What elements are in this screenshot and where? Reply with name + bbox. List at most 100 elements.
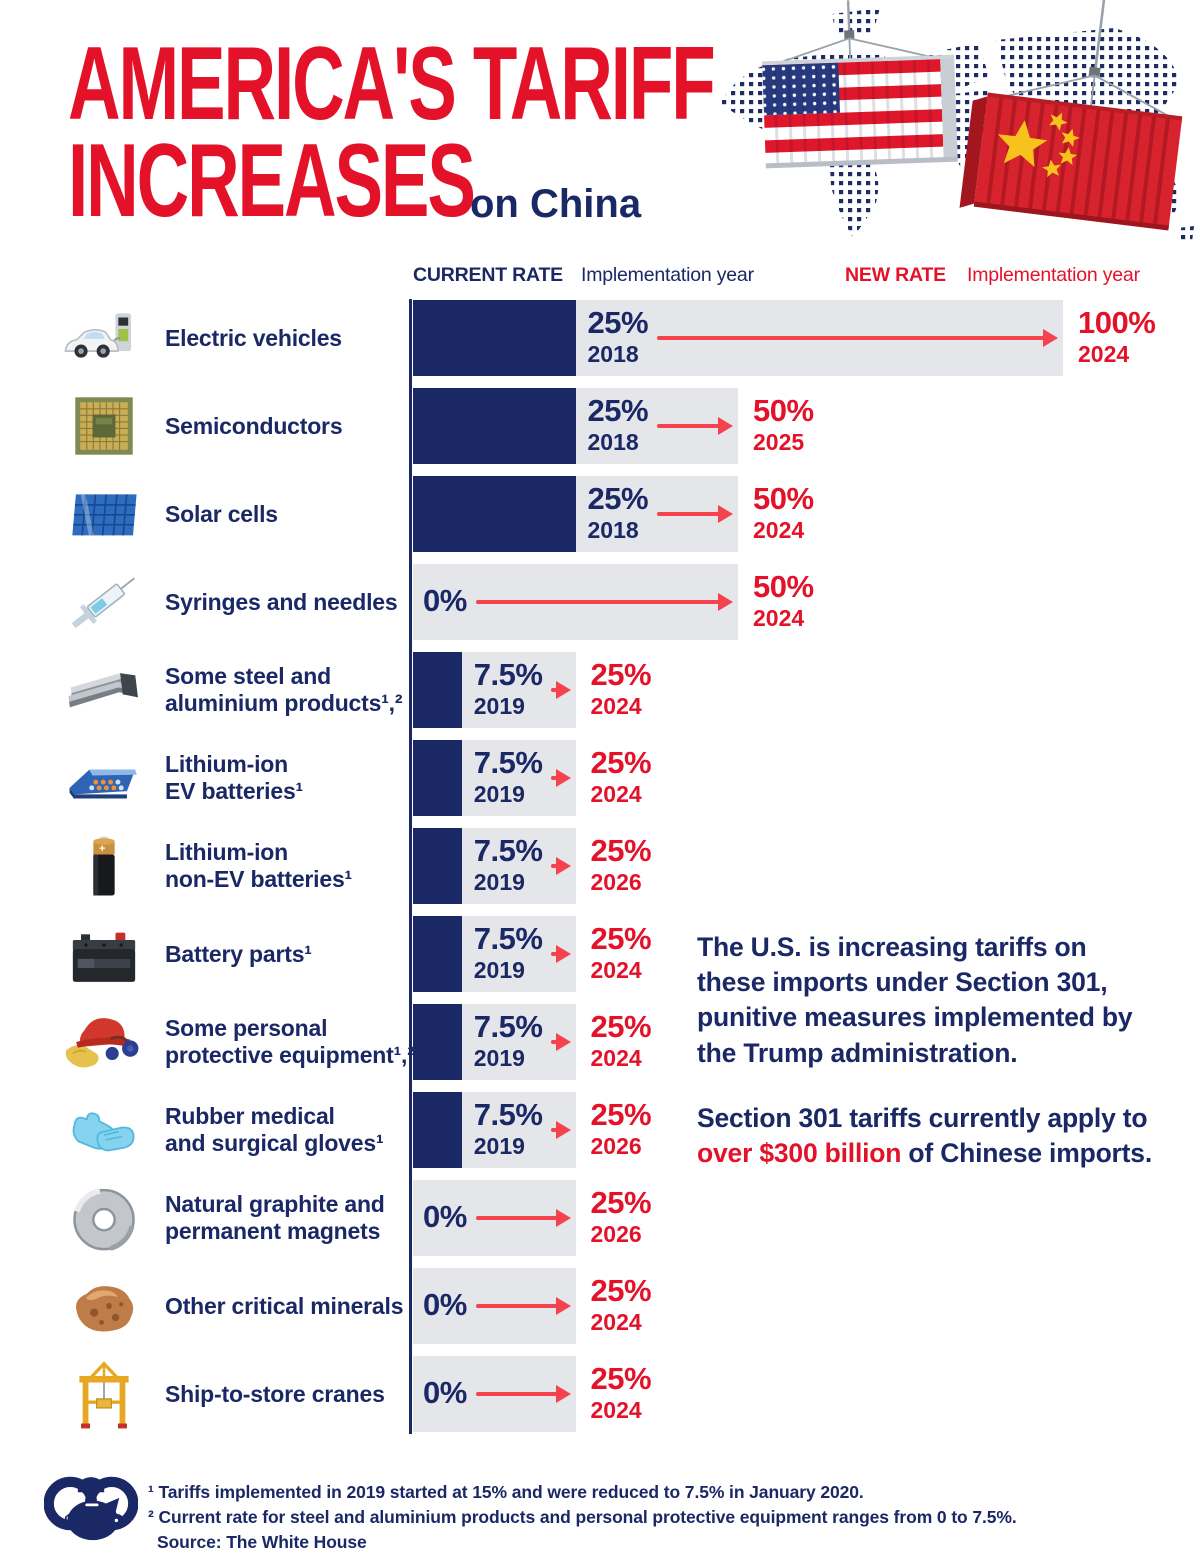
new-rate-percent: 25% [590, 1097, 652, 1132]
current-rate-value: 7.5% 2019 [473, 833, 543, 895]
current-rate-value: 7.5% 2019 [473, 745, 543, 807]
current-rate-value: 0% [423, 1200, 467, 1234]
current-rate-percent: 7.5% [473, 745, 543, 780]
ppe-hardhat-icon [56, 1000, 152, 1084]
product-label: Semiconductors [165, 412, 343, 439]
current-rate-percent: 7.5% [473, 1097, 543, 1132]
new-rate-percent: 25% [590, 1009, 652, 1044]
new-rate-value: 50% 2025 [753, 394, 814, 455]
footnote-1: ¹ Tariffs implemented in 2019 started at… [148, 1482, 864, 1502]
current-rate-value: 25% 2018 [587, 305, 649, 367]
product-label: Solar cells [165, 500, 278, 527]
note-paragraph-2: Section 301 tariffs currently apply to o… [697, 1101, 1155, 1171]
title-line-2: INCREASES [68, 122, 476, 239]
new-rate-value: 50% 2024 [753, 482, 814, 543]
new-rate-year: 2026 [590, 1132, 642, 1159]
product-label: Rubber medical and surgical gloves¹ [165, 1103, 384, 1156]
footnotes: ¹ Tariffs implemented in 2019 started at… [148, 1480, 1158, 1556]
note-1-text: The U.S. is increasing tariffs on these … [697, 932, 1087, 998]
current-rate-year: 2019 [473, 1132, 525, 1159]
new-rate-percent: 25% [590, 1361, 652, 1396]
current-rate-percent: 7.5% [473, 1009, 543, 1044]
new-rate-percent: 25% [590, 833, 652, 868]
cylindrical-battery-icon: + [56, 824, 152, 908]
current-rate-value: 7.5% 2019 [473, 1009, 543, 1071]
new-rate-year: 2024 [590, 692, 642, 719]
new-rate-value: 25% 2026 [590, 833, 652, 895]
product-label: Some personal protective equipment¹,² [165, 1015, 415, 1068]
current-rate-bar [413, 388, 576, 464]
tariff-row: Natural graphite and permanent magnets 0%… [0, 1180, 1200, 1256]
product-label: Lithium-ion EV batteries¹ [165, 751, 304, 804]
page-title: AMERICA'S TARIFF INCREASES [68, 32, 990, 239]
current-rate-year: 2019 [473, 868, 525, 895]
tariff-row: Electric vehicles 25% 2018 100% 2024 [0, 300, 1200, 376]
ring-magnet-icon [56, 1176, 152, 1260]
current-rate-percent: 7.5% [473, 833, 543, 868]
ev-battery-pack-icon [56, 736, 152, 820]
tariff-row: Semiconductors 25% 2018 50% 2025 [0, 388, 1200, 464]
tariff-row: Ship-to-store cranes 0% 25% 2024 [0, 1356, 1200, 1432]
solar-panel-icon [56, 472, 152, 556]
current-rate-percent: 0% [423, 1375, 467, 1410]
new-rate-value: 50% 2024 [753, 570, 814, 631]
increase-arrow-icon [551, 945, 571, 963]
product-label: Other critical minerals [165, 1292, 404, 1319]
product-label: Electric vehicles [165, 324, 342, 351]
current-rate-percent: 25% [587, 305, 649, 340]
increase-arrow-icon [475, 1209, 571, 1227]
current-rate-year: 2019 [473, 956, 525, 983]
new-rate-percent: 25% [590, 1185, 652, 1220]
current-rate-percent: 7.5% [473, 921, 543, 956]
electric-vehicle-icon [56, 296, 152, 380]
current-rate-year: 2018 [587, 340, 639, 367]
new-rate-percent: 25% [590, 745, 652, 780]
current-rate-bar [413, 740, 462, 816]
new-rate-year: 2024 [590, 956, 642, 983]
increase-arrow-icon [551, 857, 571, 875]
current-rate-year: 2018 [587, 516, 639, 543]
new-rate-value: 25% 2024 [590, 1361, 652, 1423]
new-rate-year: 2024 [1078, 340, 1130, 367]
tariff-row: Battery parts¹ 7.5% 2019 25% 2024 [0, 916, 1200, 992]
current-rate-value: 0% [423, 1287, 467, 1322]
product-label: Syringes and needles [165, 588, 398, 615]
increase-arrow-icon [551, 769, 571, 787]
new-rate-year: 2026 [590, 868, 642, 895]
note-paragraph-1: The U.S. is increasing tariffs on these … [697, 930, 1155, 1071]
svg-text:+: + [99, 843, 105, 855]
new-rate-year: 2026 [590, 1220, 642, 1247]
section-301-note: The U.S. is increasing tariffs on these … [697, 930, 1155, 1201]
new-rate-year: 2024 [590, 1044, 642, 1071]
svg-text:¢: ¢ [65, 1511, 72, 1525]
tariff-row: Rubber medical and surgical gloves¹ 7.5% … [0, 1092, 1200, 1168]
current-rate-header: CURRENT RATE [413, 264, 563, 286]
increase-arrow-icon [475, 1385, 571, 1403]
car-battery-icon [56, 912, 152, 996]
rubber-gloves-icon [56, 1088, 152, 1172]
new-rate-year: 2024 [590, 1396, 642, 1423]
current-rate-value: 0% [423, 1375, 467, 1410]
new-rate-value: 25% 2024 [590, 745, 652, 807]
tariff-row: Syringes and needles 0% 50% 2024 [0, 564, 1200, 640]
us-china-containers-illustration [712, 0, 1200, 246]
new-rate-value: 25% 2024 [590, 1273, 652, 1335]
tariff-row: Other critical minerals 0% 25% 2024 [0, 1268, 1200, 1344]
title-subtitle: on China [470, 182, 642, 226]
increase-arrow-icon [657, 329, 1058, 347]
current-rate-bar [413, 652, 462, 728]
tariff-row: Solar cells 25% 2018 50% 2024 [0, 476, 1200, 552]
piggy-bank-binoculars-logo: ¢ [43, 1464, 139, 1558]
current-rate-year: 2019 [473, 780, 525, 807]
tariff-row: + Lithium-ion non-EV batteries¹ 7.5% 2019… [0, 828, 1200, 904]
current-rate-value: 7.5% 2019 [474, 658, 543, 719]
current-rate-percent: 0% [423, 1287, 467, 1322]
containers-art-svg [720, 0, 1194, 242]
new-rate-percent: 25% [590, 1273, 652, 1308]
syringe-icon [56, 560, 152, 644]
new-rate-year: 2025 [753, 428, 805, 455]
current-rate-bar [413, 828, 462, 904]
increase-arrow-icon [657, 417, 733, 435]
tariff-row: Some steel and aluminium products¹,² 7.5%… [0, 652, 1200, 728]
chart-axis [409, 299, 412, 1434]
